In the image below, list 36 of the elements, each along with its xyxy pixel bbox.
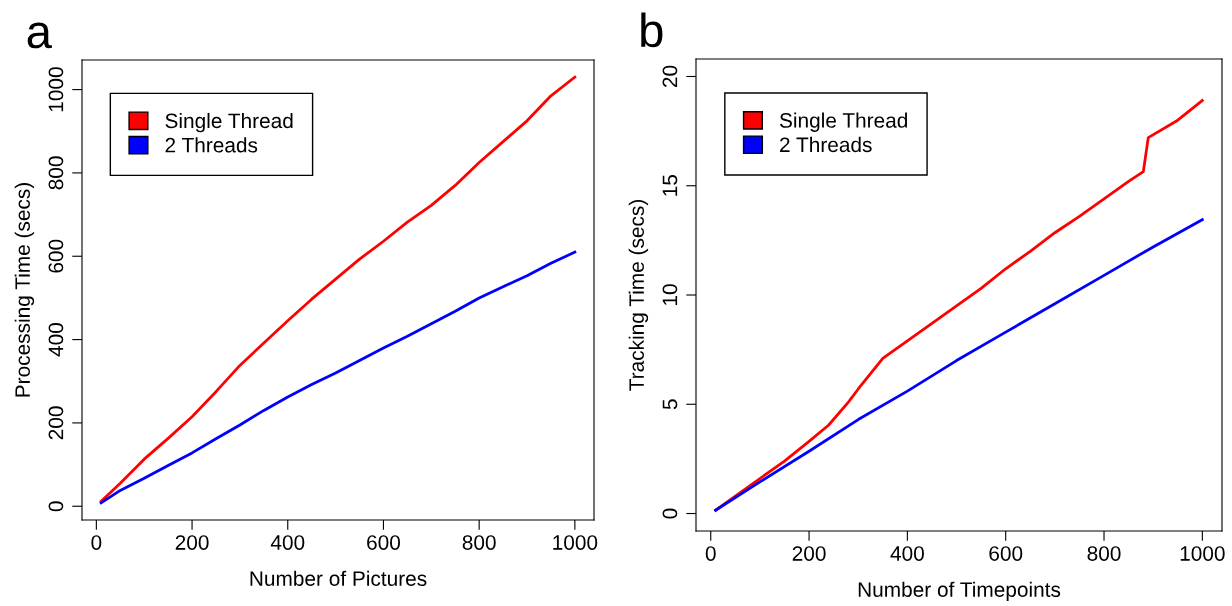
x-tick-label: 400 bbox=[890, 546, 924, 561]
x-tick-label: 200 bbox=[792, 546, 826, 561]
y-axis-title: Processing Time (secs) bbox=[14, 183, 35, 397]
legend-label: 2 Threads bbox=[165, 137, 258, 153]
y-tick-label: 0 bbox=[48, 501, 64, 512]
x-tick-label: 800 bbox=[1087, 546, 1121, 561]
x-tick-label: 0 bbox=[705, 546, 716, 561]
y-tick-label: 10 bbox=[662, 284, 678, 305]
line-series bbox=[714, 218, 1204, 512]
legend-label: Single Thread bbox=[779, 112, 907, 132]
y-tick-label: 0 bbox=[662, 508, 678, 519]
chart-title: b bbox=[641, 12, 663, 48]
legend-label: Single Thread bbox=[165, 112, 293, 133]
y-tick-label: 15 bbox=[662, 175, 678, 196]
legend-label: 2 Threads bbox=[780, 136, 872, 153]
y-tick-label: 20 bbox=[662, 65, 678, 88]
chart-title: a bbox=[27, 22, 52, 49]
y-tick-label: 800 bbox=[48, 156, 64, 190]
x-axis-title: Number of Timepoints bbox=[858, 581, 1061, 602]
y-tick-label: 600 bbox=[48, 239, 64, 273]
x-tick-label: 600 bbox=[367, 535, 401, 550]
x-tick-label: 1000 bbox=[553, 535, 598, 550]
y-tick-label: 1000 bbox=[48, 67, 64, 112]
x-tick-label: 600 bbox=[989, 546, 1023, 561]
x-tick-label: 0 bbox=[91, 535, 102, 550]
x-tick-label: 1000 bbox=[1180, 546, 1225, 561]
y-tick-label: 200 bbox=[48, 406, 64, 440]
line-series bbox=[99, 75, 577, 503]
y-tick-label: 400 bbox=[48, 323, 64, 357]
y-tick-label: 5 bbox=[662, 399, 678, 410]
y-axis-title: Tracking Time (secs) bbox=[628, 200, 649, 391]
x-tick-label: 800 bbox=[462, 535, 496, 550]
x-tick-label: 400 bbox=[270, 535, 305, 550]
x-axis-title: Number of Pictures bbox=[250, 570, 427, 586]
x-tick-label: 200 bbox=[175, 535, 209, 550]
line-series bbox=[99, 250, 577, 505]
